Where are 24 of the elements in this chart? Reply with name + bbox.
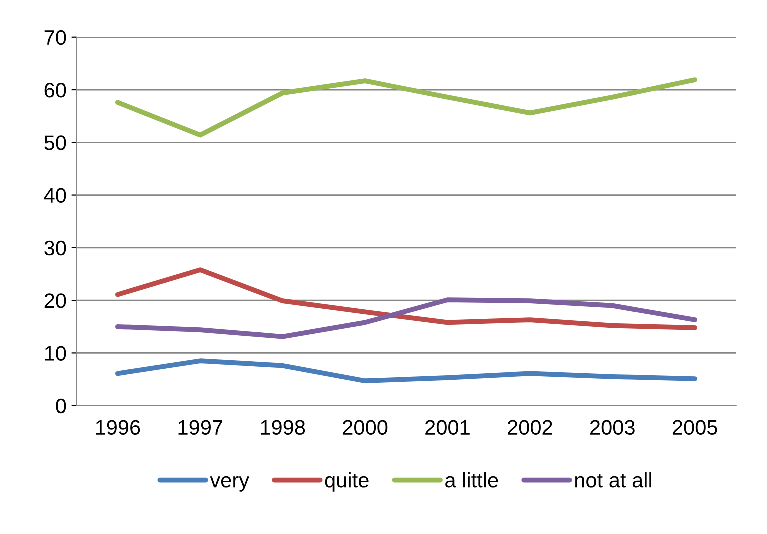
x-tick-label: 1996 bbox=[96, 420, 140, 436]
y-tick-label: 70 bbox=[44, 30, 66, 46]
x-tick-label: 2000 bbox=[343, 420, 388, 436]
y-tick-label: 50 bbox=[44, 136, 66, 150]
y-tick-label: 60 bbox=[44, 83, 66, 98]
x-tick-label: 2005 bbox=[672, 420, 718, 436]
line-series bbox=[115, 268, 698, 330]
x-tick-label: 1997 bbox=[178, 420, 223, 436]
line-series bbox=[115, 78, 698, 138]
x-tick-label: 2002 bbox=[508, 420, 552, 436]
legend-label: quite bbox=[325, 472, 369, 492]
legend-label: a little bbox=[446, 472, 498, 488]
y-tick-label: 10 bbox=[45, 346, 66, 361]
x-tick-label: 1998 bbox=[261, 420, 306, 436]
legend-label: very bbox=[210, 476, 250, 492]
y-tick-label: 40 bbox=[44, 188, 66, 204]
line-series bbox=[115, 358, 698, 384]
y-tick-label: 0 bbox=[56, 398, 66, 414]
x-tick-label: 2003 bbox=[590, 420, 635, 436]
y-tick-label: 20 bbox=[44, 294, 66, 308]
y-tick-label: 30 bbox=[44, 240, 66, 256]
legend-label: not at all bbox=[575, 472, 652, 488]
line-series bbox=[115, 298, 698, 340]
x-tick-label: 2001 bbox=[426, 420, 470, 436]
